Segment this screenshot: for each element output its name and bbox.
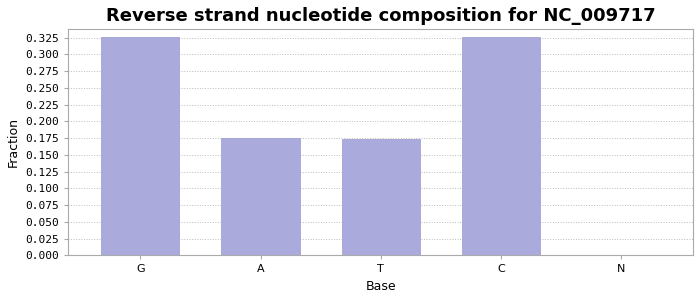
Bar <box>102 37 179 256</box>
Bar <box>462 37 540 256</box>
Bar <box>342 139 420 256</box>
Title: Reverse strand nucleotide composition for NC_009717: Reverse strand nucleotide composition fo… <box>106 7 655 25</box>
Y-axis label: Fraction: Fraction <box>7 117 20 167</box>
X-axis label: Base: Base <box>365 280 396 293</box>
Bar <box>221 138 300 256</box>
